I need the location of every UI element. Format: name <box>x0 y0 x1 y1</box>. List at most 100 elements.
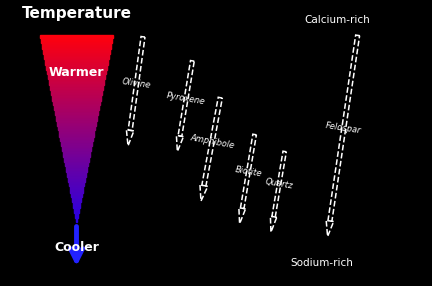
Bar <box>66 166 87 168</box>
Bar <box>50 87 103 88</box>
Bar <box>60 138 93 140</box>
Bar <box>69 183 84 185</box>
Bar <box>45 60 108 62</box>
Bar <box>65 163 88 165</box>
Bar <box>76 219 77 221</box>
Bar <box>45 62 108 63</box>
Bar <box>52 96 101 98</box>
Bar <box>54 106 99 107</box>
Bar <box>65 165 88 166</box>
Bar <box>71 194 82 196</box>
Bar <box>73 207 79 208</box>
Bar <box>71 193 82 194</box>
Bar <box>65 162 89 163</box>
Bar <box>63 151 90 152</box>
Bar <box>76 218 77 219</box>
Bar <box>73 205 80 207</box>
Bar <box>72 197 81 199</box>
Bar <box>76 221 77 222</box>
Bar <box>67 171 86 172</box>
Bar <box>46 65 107 67</box>
Bar <box>75 214 78 216</box>
Bar <box>59 132 94 134</box>
Bar <box>69 182 84 183</box>
Bar <box>66 168 87 169</box>
Bar <box>58 129 95 130</box>
Bar <box>66 169 87 171</box>
Bar <box>43 51 110 53</box>
Bar <box>61 144 92 146</box>
Bar <box>57 126 95 127</box>
Bar <box>72 199 81 200</box>
Bar <box>50 85 103 87</box>
Bar <box>54 107 99 109</box>
Bar <box>73 204 80 205</box>
Bar <box>60 135 94 137</box>
Bar <box>63 154 90 155</box>
Bar <box>62 146 92 148</box>
Bar <box>70 186 83 188</box>
Bar <box>67 172 86 174</box>
Bar <box>54 104 100 106</box>
Bar <box>59 130 95 132</box>
Bar <box>72 200 81 202</box>
Bar <box>71 196 82 197</box>
Bar <box>42 45 111 46</box>
Bar <box>57 124 95 126</box>
Bar <box>67 174 86 176</box>
Bar <box>51 95 102 96</box>
Bar <box>41 43 111 45</box>
Bar <box>74 210 79 211</box>
Bar <box>70 188 83 190</box>
Text: Quartz: Quartz <box>264 177 294 191</box>
Bar <box>69 185 84 186</box>
Bar <box>68 179 85 180</box>
Text: Sodium-rich: Sodium-rich <box>290 258 353 268</box>
Bar <box>56 118 97 120</box>
Bar <box>49 84 104 85</box>
Bar <box>43 53 110 54</box>
Bar <box>62 148 91 149</box>
Bar <box>46 67 107 68</box>
Bar <box>51 93 102 95</box>
Text: Feldspar: Feldspar <box>325 121 362 135</box>
Bar <box>41 40 112 41</box>
Bar <box>68 177 85 179</box>
Bar <box>54 109 98 110</box>
Bar <box>48 79 105 81</box>
Bar <box>52 99 101 101</box>
Text: Cooler: Cooler <box>54 241 99 254</box>
Bar <box>57 123 96 124</box>
Bar <box>62 149 91 151</box>
Bar <box>56 116 97 118</box>
Text: Amphibole: Amphibole <box>189 133 235 150</box>
Bar <box>44 59 108 60</box>
Bar <box>40 35 113 37</box>
Bar <box>44 54 109 55</box>
Bar <box>47 71 106 73</box>
Bar <box>40 37 113 39</box>
Bar <box>54 110 98 112</box>
Text: Temperature: Temperature <box>22 6 131 21</box>
Bar <box>51 90 102 92</box>
Bar <box>59 134 94 135</box>
Bar <box>49 82 104 84</box>
Text: Biotite: Biotite <box>234 165 263 178</box>
Bar <box>47 70 106 71</box>
Text: Pyroxene: Pyroxene <box>166 91 206 106</box>
Bar <box>57 121 96 123</box>
Bar <box>60 137 93 138</box>
Text: Olivine: Olivine <box>121 77 152 90</box>
Bar <box>57 120 97 121</box>
Bar <box>53 101 100 102</box>
Bar <box>51 92 102 93</box>
Bar <box>56 115 98 116</box>
Bar <box>48 76 105 78</box>
Bar <box>41 41 112 43</box>
Bar <box>67 176 86 177</box>
Bar <box>52 98 101 99</box>
Bar <box>75 216 78 218</box>
Bar <box>60 141 92 143</box>
Bar <box>44 57 109 59</box>
Bar <box>60 140 92 141</box>
